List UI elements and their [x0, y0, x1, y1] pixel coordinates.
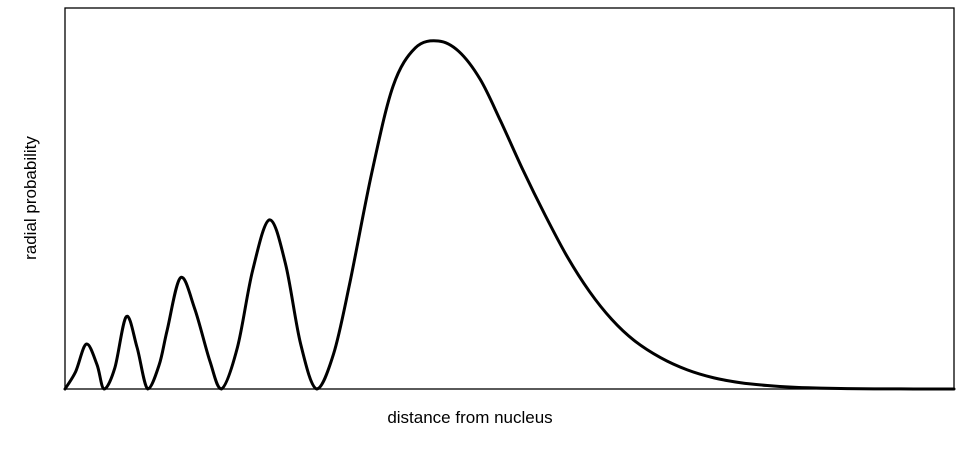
y-axis-label: radial probability	[21, 136, 40, 260]
x-axis-label: distance from nucleus	[387, 408, 552, 427]
series-layer	[63, 39, 956, 391]
plot-frame	[64, 7, 955, 390]
series-line-0	[63, 39, 956, 391]
